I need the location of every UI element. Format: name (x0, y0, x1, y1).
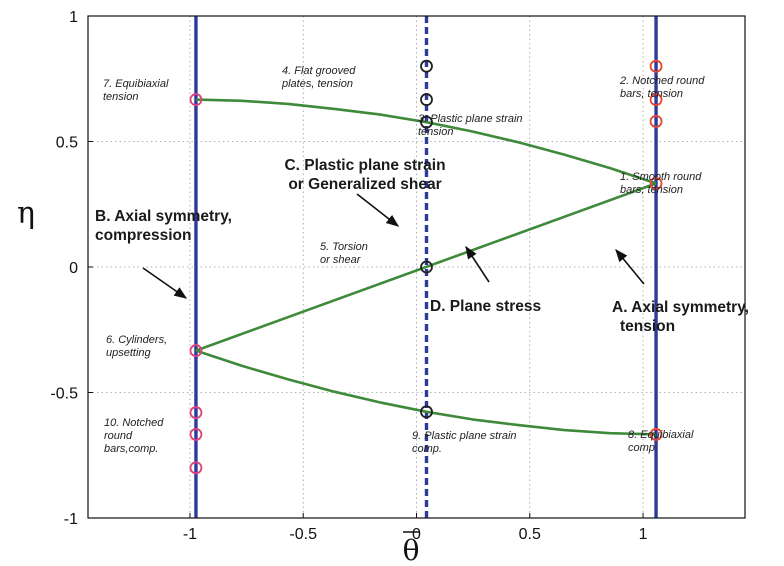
data-point-marker (189, 93, 203, 106)
annotation-line: bars,comp. (104, 443, 158, 455)
data-point-marker (420, 260, 433, 274)
curve-series (195, 349, 657, 436)
annotation-line: plates, tension (281, 78, 353, 90)
data-point-marker (420, 405, 433, 419)
region-label: B. Axial symmetry, compression (95, 208, 232, 244)
curve-series (195, 98, 657, 185)
point-annotation: 1. Smooth round bars, tension (620, 171, 702, 196)
region-label-line: C. Plastic plane strain (284, 157, 445, 174)
region-label-line: A. Axial symmetry, (612, 299, 749, 316)
data-point-marker (649, 115, 663, 128)
y-tick-label: 0 (69, 260, 78, 277)
point-annotation: 10. Notched round bars,comp. (104, 417, 164, 455)
annotation-line: round (104, 430, 133, 442)
region-label-line: or Generalized shear (288, 176, 441, 193)
region-label: A. Axial symmetry, tension (612, 299, 749, 335)
region-labels: C. Plastic plane strain or Generalized sh… (95, 157, 749, 335)
annotation-line: comp. (412, 443, 442, 455)
annotation-arrow (142, 267, 188, 299)
curves (195, 98, 657, 436)
markers (189, 59, 663, 475)
x-tick-label: -0.5 (289, 526, 317, 543)
annotation-line: 5. Torsion (320, 241, 368, 253)
data-point-marker (420, 59, 433, 73)
data-point-marker (189, 461, 203, 475)
point-annotation: 3. Plastic plane strain tension (418, 113, 523, 138)
y-tick-label: 1 (69, 9, 78, 26)
annotation-arrow (615, 249, 645, 285)
x-axis-label: θ (403, 534, 420, 566)
annotation-line: tension (103, 91, 138, 103)
annotation-arrow (356, 193, 400, 227)
arrows (142, 193, 645, 299)
annotation-line: tension (418, 126, 453, 138)
x-tick-label: 0.5 (519, 526, 541, 543)
point-annotation: 4. Flat grooved plates, tension (281, 65, 356, 90)
annotation-line: 1. Smooth round (620, 171, 702, 183)
data-point-marker (420, 115, 433, 129)
annotation-line: comp. (628, 442, 658, 454)
data-point-marker (649, 428, 663, 441)
y-axis-label: η (17, 196, 35, 231)
annotation-line: bars, tension (620, 184, 683, 196)
y-tick-label: -1 (64, 511, 78, 528)
region-label-line: D. Plane stress (430, 298, 541, 315)
annotation-line: bars, tension (620, 88, 683, 100)
point-annotation: 7. Equibiaxial tension (103, 78, 169, 103)
annotation-line: 10. Notched (104, 417, 164, 429)
point-annotation: 5. Torsion or shear (320, 241, 368, 266)
data-point-marker (189, 406, 203, 419)
data-point-marker (649, 177, 663, 190)
point-annotation: 8. Equibiaxial comp. (628, 429, 694, 454)
x-tick-label: 1 (639, 526, 648, 543)
data-point-marker (189, 428, 203, 441)
ticks: -1 -0.5 0 0.5 1 1 0.5 0 -0.5 -1 (50, 9, 647, 543)
region-label: C. Plastic plane strain or Generalized sh… (284, 157, 445, 193)
annotation-line: or shear (320, 254, 362, 266)
region-label-line: compression (95, 227, 191, 244)
annotation-line: 4. Flat grooved (282, 65, 356, 77)
axis-labels: η θ (17, 196, 420, 566)
data-point-marker (420, 93, 433, 106)
annotation-line: 7. Equibiaxial (103, 78, 169, 90)
data-point-marker (649, 59, 663, 73)
annotation-line: upsetting (106, 347, 152, 359)
annotation-line: 8. Equibiaxial (628, 429, 694, 441)
point-annotation: 9. Plastic plane strain comp. (412, 430, 517, 455)
data-point-marker (189, 344, 203, 357)
data-point-marker (649, 93, 663, 106)
region-label-line: B. Axial symmetry, (95, 208, 232, 225)
annotation-arrow (465, 245, 490, 283)
point-annotation: 6. Cylinders, upsetting (106, 334, 167, 359)
y-tick-label: -0.5 (50, 386, 78, 403)
y-tick-label: 0.5 (56, 135, 78, 152)
x-tick-label: -1 (183, 526, 197, 543)
region-label-line: tension (620, 318, 675, 335)
curve-series (195, 182, 657, 352)
annotation-line: 6. Cylinders, (106, 334, 167, 346)
x-tick-label: 0 (412, 526, 421, 543)
annotation-line: 2. Notched round (619, 75, 705, 87)
region-label: D. Plane stress (430, 298, 541, 315)
annotation-line: 9. Plastic plane strain (412, 430, 517, 442)
annotation-line: 3. Plastic plane strain (418, 113, 523, 125)
point-annotation: 2. Notched round bars, tension (619, 75, 705, 100)
